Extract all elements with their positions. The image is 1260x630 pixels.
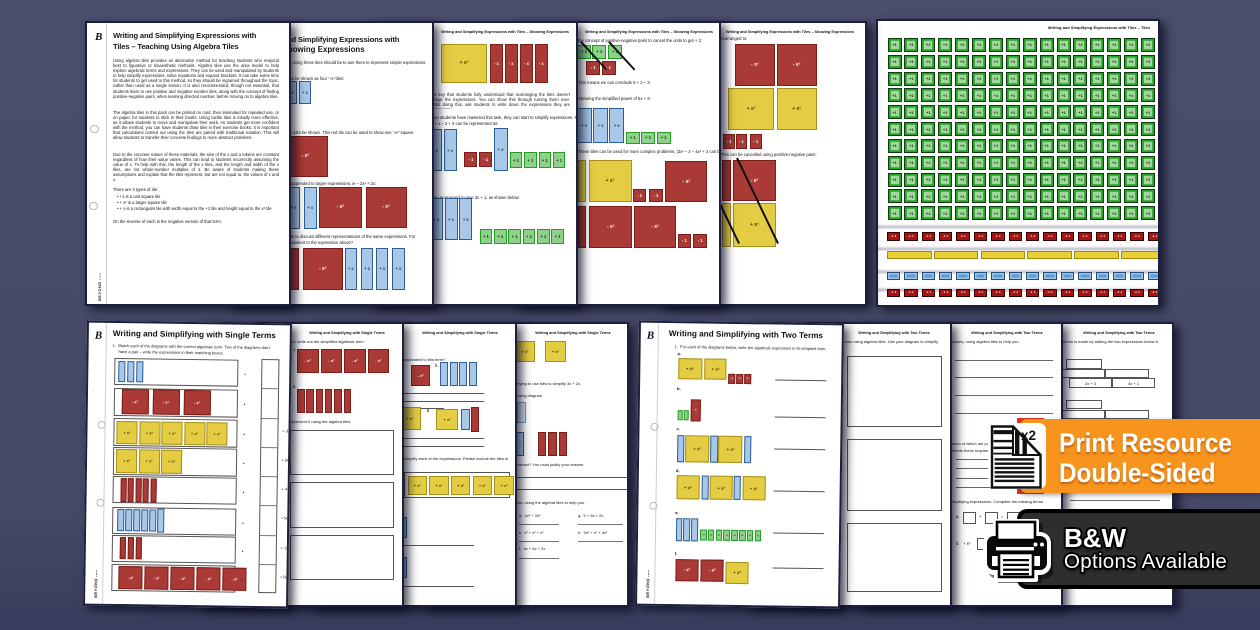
svg-text:x2: x2 [1021, 428, 1036, 443]
